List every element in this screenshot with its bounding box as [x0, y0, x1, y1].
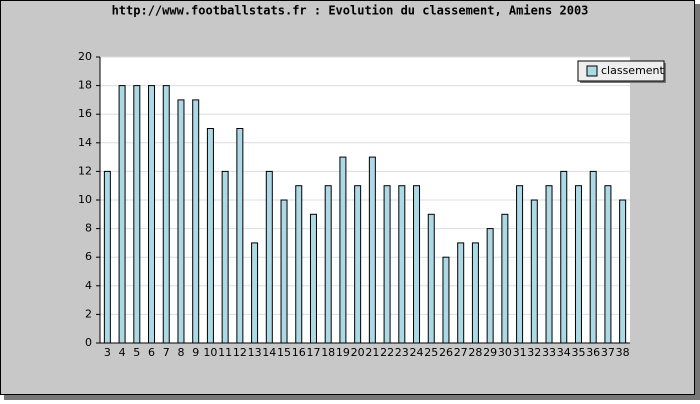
x-tick-label: 25: [424, 346, 438, 359]
bar: [221, 170, 229, 344]
bar: [560, 170, 568, 344]
x-tick-label: 12: [233, 346, 247, 359]
x-tick-label: 8: [177, 346, 184, 359]
x-tick-label: 11: [218, 346, 232, 359]
bar: [324, 185, 332, 344]
y-tick-label: 8: [85, 222, 92, 235]
bar: [471, 242, 479, 344]
y-tick-label: 10: [78, 193, 92, 206]
x-tick-label: 9: [192, 346, 199, 359]
x-tick-label: 33: [542, 346, 556, 359]
x-tick-label: 35: [571, 346, 585, 359]
x-tick-label: 6: [148, 346, 155, 359]
y-tick-label: 4: [85, 279, 92, 292]
y-tick-label: 16: [78, 107, 92, 120]
x-tick-label: 24: [410, 346, 424, 359]
bar: [354, 185, 362, 344]
bar: [103, 170, 111, 344]
bar: [206, 128, 214, 344]
x-tick-label: 20: [351, 346, 365, 359]
bar: [545, 185, 553, 344]
x-tick-label: 30: [498, 346, 512, 359]
x-tick-label: 16: [292, 346, 306, 359]
x-tick-label: 26: [439, 346, 453, 359]
bar: [530, 199, 538, 344]
bar: [619, 199, 627, 344]
y-tick-label: 18: [78, 79, 92, 92]
x-tick-label: 27: [454, 346, 468, 359]
bar: [192, 99, 200, 344]
y-tick-label: 14: [78, 136, 92, 149]
x-tick-label: 31: [513, 346, 527, 359]
x-tick-label: 34: [557, 346, 571, 359]
y-tick-label: 0: [85, 336, 92, 349]
bar: [148, 85, 156, 344]
y-tick-label: 12: [78, 164, 92, 177]
x-tick-label: 7: [163, 346, 170, 359]
y-tick-label: 6: [85, 250, 92, 263]
x-tick-label: 4: [119, 346, 126, 359]
x-tick-label: 13: [248, 346, 262, 359]
bar: [383, 185, 391, 344]
bar: [457, 242, 465, 344]
x-tick-label: 29: [483, 346, 497, 359]
bar: [501, 213, 509, 344]
x-tick-label: 21: [365, 346, 379, 359]
bar: [413, 185, 421, 344]
bar: [574, 185, 582, 344]
y-tick-label: 20: [78, 50, 92, 63]
bar: [486, 228, 494, 344]
x-tick-label: 22: [380, 346, 394, 359]
x-tick-label: 32: [527, 346, 541, 359]
x-tick-label: 18: [321, 346, 335, 359]
bar: [236, 128, 244, 344]
y-tick-label: 2: [85, 307, 92, 320]
legend-swatch: [586, 65, 598, 77]
bar: [118, 85, 126, 344]
x-tick-label: 19: [336, 346, 350, 359]
bar: [265, 170, 273, 344]
legend-box: [577, 60, 665, 82]
bar: [309, 213, 317, 344]
bar: [280, 199, 288, 344]
bar: [604, 185, 612, 344]
bar: [339, 156, 347, 344]
bar: [133, 85, 141, 344]
bar: [251, 242, 259, 344]
bar: [177, 99, 185, 344]
x-tick-label: 28: [468, 346, 482, 359]
legend-label: classement: [601, 64, 665, 77]
bar: [442, 256, 450, 344]
chart-title: http://www.footballstats.fr : Evolution …: [112, 4, 589, 18]
x-tick-label: 17: [306, 346, 320, 359]
x-tick-label: 3: [104, 346, 111, 359]
bar: [589, 170, 597, 344]
bar: [427, 213, 435, 344]
x-tick-label: 36: [586, 346, 600, 359]
bar: [398, 185, 406, 344]
bar: [162, 85, 170, 344]
x-tick-label: 15: [277, 346, 291, 359]
x-tick-label: 14: [262, 346, 276, 359]
bar: [295, 185, 303, 344]
x-tick-label: 38: [616, 346, 630, 359]
x-tick-label: 10: [203, 346, 217, 359]
x-tick-label: 5: [133, 346, 140, 359]
bar: [516, 185, 524, 344]
x-tick-label: 23: [395, 346, 409, 359]
bar: [368, 156, 376, 344]
x-tick-label: 37: [601, 346, 615, 359]
